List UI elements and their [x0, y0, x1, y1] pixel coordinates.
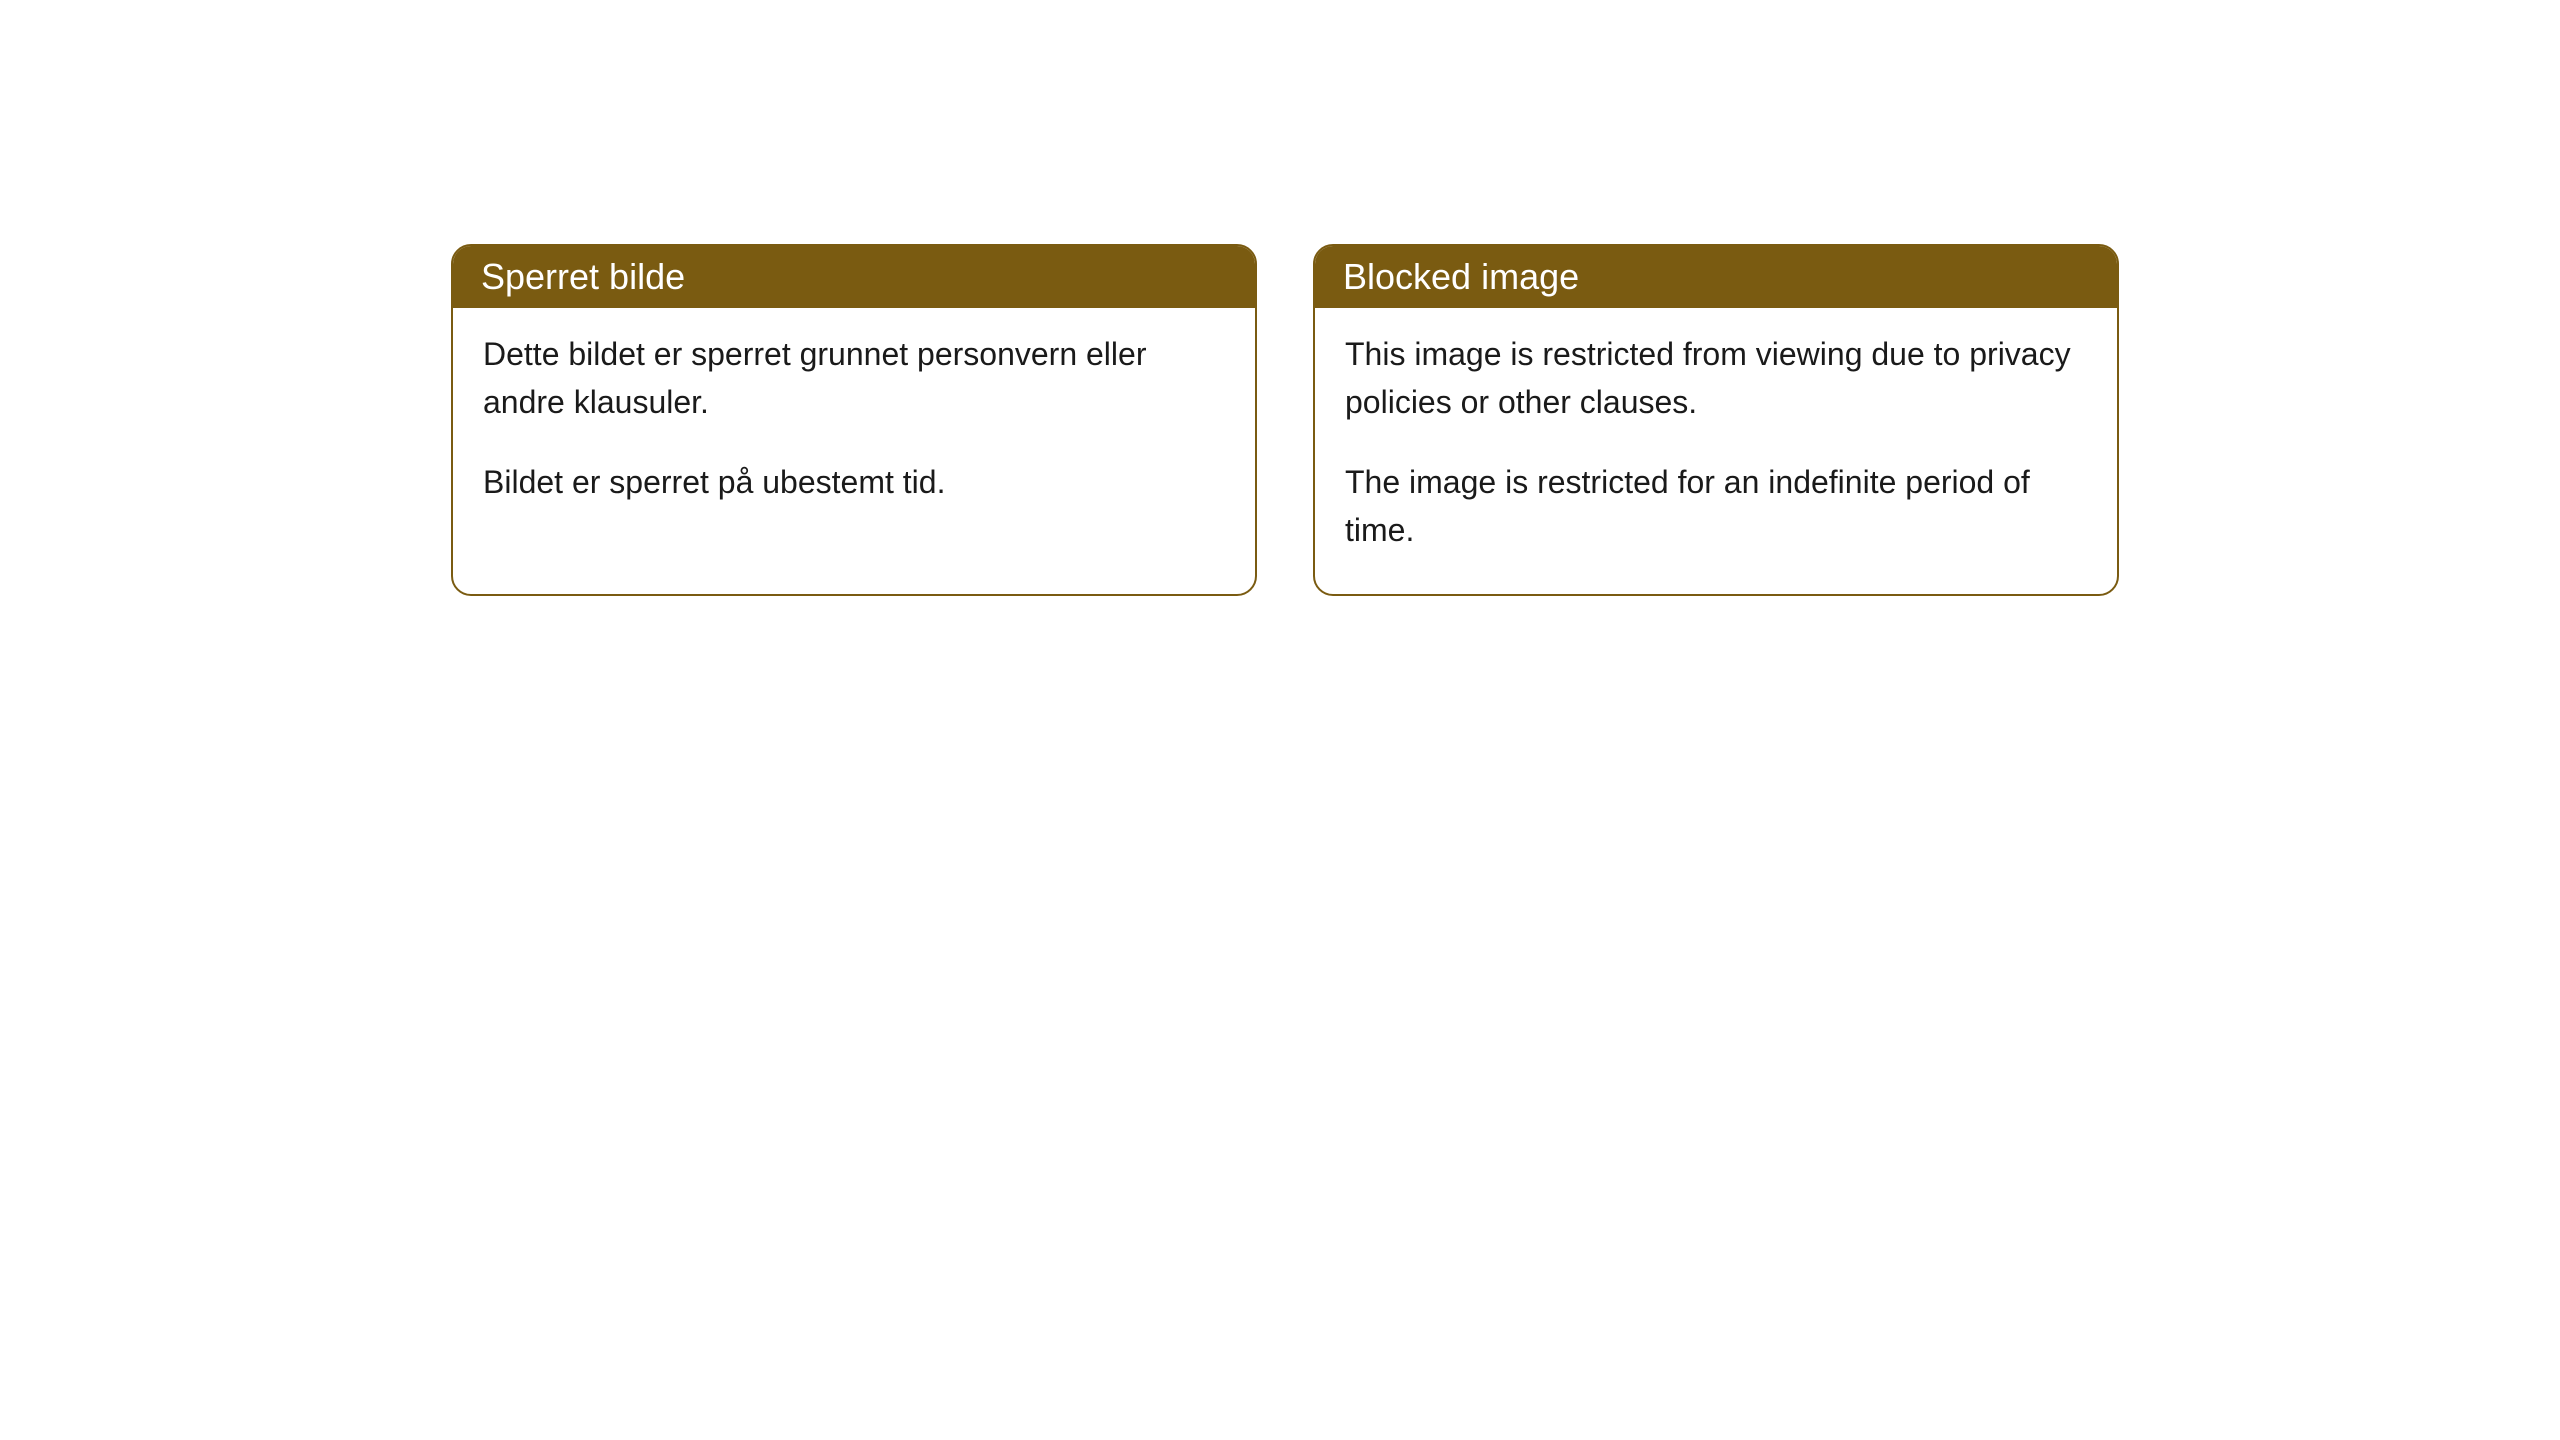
cards-container: Sperret bilde Dette bildet er sperret gr…: [0, 0, 2560, 596]
card-paragraph: The image is restricted for an indefinit…: [1345, 458, 2087, 554]
card-title: Blocked image: [1343, 256, 1579, 297]
card-body-norwegian: Dette bildet er sperret grunnet personve…: [453, 308, 1255, 546]
card-header-english: Blocked image: [1315, 246, 2117, 308]
card-english: Blocked image This image is restricted f…: [1313, 244, 2119, 596]
card-header-norwegian: Sperret bilde: [453, 246, 1255, 308]
card-paragraph: This image is restricted from viewing du…: [1345, 330, 2087, 426]
card-body-english: This image is restricted from viewing du…: [1315, 308, 2117, 594]
card-norwegian: Sperret bilde Dette bildet er sperret gr…: [451, 244, 1257, 596]
card-title: Sperret bilde: [481, 256, 685, 297]
card-paragraph: Dette bildet er sperret grunnet personve…: [483, 330, 1225, 426]
card-paragraph: Bildet er sperret på ubestemt tid.: [483, 458, 1225, 506]
